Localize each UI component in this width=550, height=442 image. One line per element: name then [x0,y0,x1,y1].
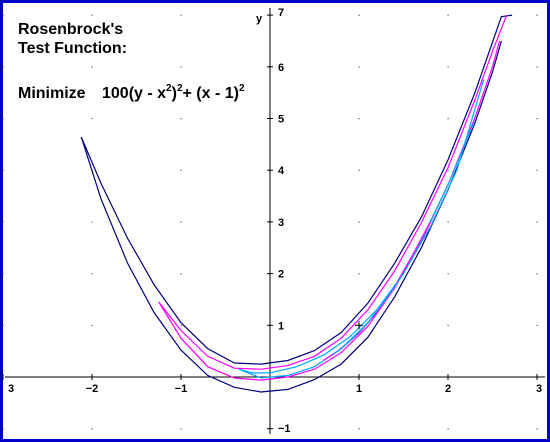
expr-exp-3: 2 [238,82,245,94]
grid-dot [536,324,538,326]
y-tick-label: 4 [278,165,285,177]
contour-line-5 [238,79,485,374]
grid-dot [180,221,182,223]
y-tick-label: 5 [278,114,284,126]
y-tick-label: −1 [278,423,291,435]
dotted-grid [2,14,538,430]
grid-dot [447,169,449,171]
expr-part-3: + (x - 1) [182,85,239,102]
frame-bezel-inner [3,3,547,439]
title-line-1: Rosenbrock's [18,21,124,38]
grid-dot [180,324,182,326]
contour-line-8 [331,273,404,356]
grid-dot [2,118,4,120]
contour-curves [80,14,513,393]
grid-dot [358,66,360,68]
grid-dot [358,169,360,171]
grid-dot [447,14,449,16]
expr-exp-2: 2 [176,82,183,94]
grid-dot [447,118,449,120]
x-tick-label: −2 [86,383,99,395]
grid-dot [358,118,360,120]
grid-dot [2,221,4,223]
grid-dot [447,221,449,223]
grid-dot [358,14,360,16]
grid-dot [180,273,182,275]
grid-dot [358,221,360,223]
grid-dot [2,273,4,275]
grid-dot [536,428,538,430]
y-tick-label: 6 [278,62,284,74]
grid-dot [536,221,538,223]
grid-dot [536,169,538,171]
grid-dot [536,273,538,275]
grid-dot [180,14,182,16]
expr-part-2: ) [171,85,177,102]
grid-dot [358,428,360,430]
x-tick-label: −1 [175,383,188,395]
minimum-marker [355,321,363,330]
y-tick-label: 2 [278,269,284,281]
grid-dot [2,169,4,171]
grid-dot [536,66,538,68]
objective-prefix: Minimize [18,85,86,102]
x-tick-label: 3 [536,383,542,395]
objective-expression: 100(y - x2)2+ (x - 1)2 [102,82,245,103]
x-tick-label: 2 [445,383,451,395]
x-tick-label: 3 [8,383,14,395]
y-axis-label: y [256,13,263,25]
grid-dot [180,118,182,120]
grid-dot [447,428,449,430]
grid-dot [91,324,93,326]
grid-dot [91,273,93,275]
grid-dot [91,221,93,223]
grid-dot [447,324,449,326]
grid-dot [91,14,93,16]
grid-dot [91,66,93,68]
grid-dot [358,273,360,275]
grid-dot [2,66,4,68]
grid-dot [180,169,182,171]
grid-dot [2,324,4,326]
grid-dot [536,14,538,16]
grid-dot [2,428,4,430]
expr-part-1: 100(y - x [102,85,167,102]
y-tick-label: 7 [278,7,284,19]
grid-dot [180,66,182,68]
expr-exp-1: 2 [166,82,172,94]
grid-dot [180,428,182,430]
grid-dot [536,118,538,120]
title-line-2: Test Function: [18,40,128,57]
contour-line-3 [158,14,508,370]
grid-dot [447,273,449,275]
y-tick-label: 3 [278,217,284,229]
tick-labels: 3 −2 −1 1 2 3 −1 1 2 3 4 5 6 7 y [8,7,542,435]
contour-line-1 [80,14,513,365]
grid-dot [91,428,93,430]
grid-dot [91,118,93,120]
grid-dot [447,66,449,68]
grid-dot [2,14,4,16]
y-tick-label: 1 [278,320,284,332]
x-tick-label: 1 [356,383,362,395]
